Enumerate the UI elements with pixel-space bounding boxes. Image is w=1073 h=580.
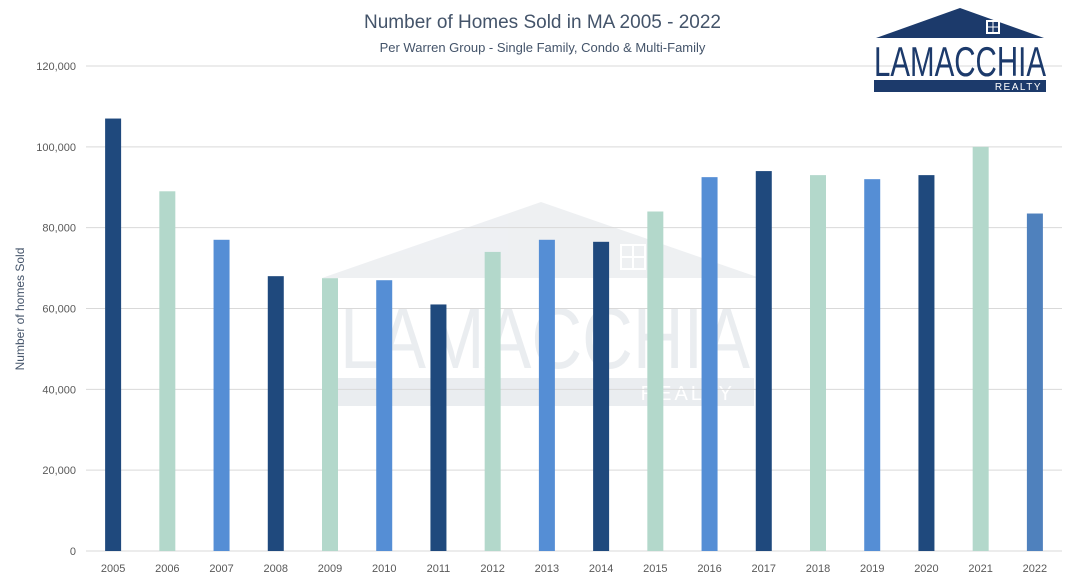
- chart-title: Number of Homes Sold in MA 2005 - 2022: [364, 12, 721, 33]
- y-tick-label: 100,000: [36, 142, 76, 154]
- y-tick-label: 40,000: [42, 384, 76, 396]
- x-tick-label: 2006: [155, 563, 179, 575]
- y-tick-label: 120,000: [36, 61, 76, 73]
- x-tick-label: 2021: [968, 563, 992, 575]
- x-tick-label: 2009: [318, 563, 342, 575]
- x-tick-label: 2017: [752, 563, 776, 575]
- chart-subtitle: Per Warren Group - Single Family, Condo …: [379, 40, 706, 55]
- x-tick-label: 2019: [860, 563, 884, 575]
- y-axis: 0 20,000 40,000 60,000 80,000 100,000 120,000: [36, 61, 76, 558]
- y-tick-label: 0: [70, 546, 76, 558]
- y-axis-label: Number of homes Sold: [13, 248, 27, 371]
- x-tick-label: 2010: [372, 563, 396, 575]
- bar-2005: [105, 118, 122, 552]
- bar-2011: [430, 304, 447, 551]
- bars: [105, 118, 1043, 552]
- x-tick-label: 2014: [589, 563, 613, 575]
- y-tick-label: 20,000: [42, 465, 76, 477]
- lamacchia-realty-logo: LAMACCHIA REALTY: [874, 8, 1046, 93]
- bar-2010: [376, 280, 393, 551]
- bar-2017: [755, 171, 772, 552]
- bar-2020: [918, 175, 935, 551]
- y-tick-label: 60,000: [42, 304, 76, 316]
- bar-2015: [647, 211, 664, 551]
- bar-2008: [267, 276, 284, 551]
- bar-2019: [864, 179, 881, 551]
- bar-2009: [322, 278, 338, 551]
- x-tick-label: 2012: [480, 563, 504, 575]
- bar-2018: [810, 175, 826, 551]
- bar-2014: [593, 241, 610, 551]
- x-tick-label: 2013: [535, 563, 559, 575]
- bar-2006: [159, 191, 176, 551]
- x-tick-label: 2015: [643, 563, 667, 575]
- bar-2012: [484, 251, 501, 551]
- x-tick-label: 2005: [101, 563, 125, 575]
- logo-main-text: LAMACCHIA: [874, 38, 1046, 85]
- y-tick-label: 80,000: [42, 223, 76, 235]
- x-tick-label: 2016: [697, 563, 721, 575]
- x-tick-label: 2007: [209, 563, 233, 575]
- x-axis: 2005 2006 2007 2008 2009 2010 2011 2012 2013 2014…: [101, 563, 1047, 575]
- bar-2007: [213, 239, 230, 551]
- x-tick-label: 2022: [1023, 563, 1047, 575]
- bar-2016: [701, 177, 718, 552]
- bar-2013: [538, 239, 555, 551]
- x-tick-label: 2011: [427, 563, 451, 575]
- gridlines: [86, 65, 1062, 552]
- bar-2022: [1026, 213, 1043, 552]
- x-tick-label: 2018: [806, 563, 830, 575]
- logo-sub-text: REALTY: [995, 82, 1042, 93]
- x-tick-label: 2008: [264, 563, 288, 575]
- bar-2021: [972, 146, 989, 552]
- x-tick-label: 2020: [914, 563, 938, 575]
